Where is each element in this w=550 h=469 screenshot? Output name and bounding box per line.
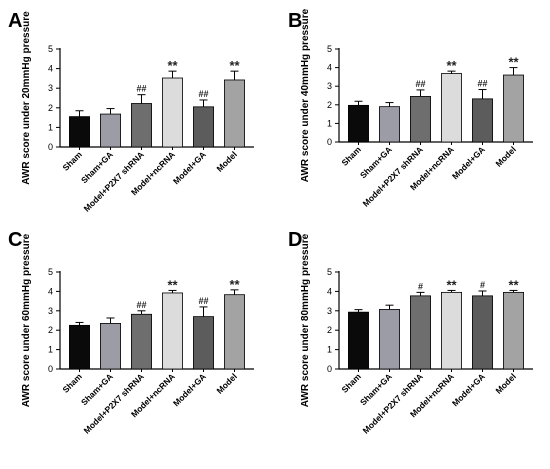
y-axis-label: AWR score under 80mmHg pressure [300,233,311,407]
significance-annotation: ** [508,55,519,70]
y-tick-label: 3 [327,81,332,91]
y-tick-label: 4 [48,286,53,296]
significance-annotation: ## [136,300,146,310]
significance-annotation: ## [415,79,425,89]
x-tick-label: Model+GA [171,149,208,186]
y-tick-label: 5 [48,267,53,277]
y-tick-label: 5 [327,267,332,277]
x-tick-label: Sham [339,144,363,168]
y-tick-label: 1 [327,345,332,355]
y-tick-label: 1 [48,122,53,132]
x-tick-label: Model [214,371,238,395]
significance-annotation: ** [446,277,457,292]
significance-annotation: ## [198,296,208,306]
x-tick-label: Model [493,371,517,395]
bar [224,294,245,370]
bar [193,316,214,370]
y-tick-label: 4 [48,64,53,74]
y-axis-label: AWR score under 40mmHg pressure [300,8,311,182]
bar [100,323,121,370]
y-tick-label: 4 [327,286,332,296]
y-tick-label: 5 [48,44,53,54]
bar [503,291,524,370]
bar [348,311,369,370]
x-tick-label: Sham [60,149,84,173]
y-tick-label: 2 [327,325,332,335]
y-tick-label: 1 [327,118,332,128]
bar [131,313,152,370]
y-tick-label: 0 [327,364,332,374]
y-tick-label: 0 [48,364,53,374]
x-tick-label: Model+P2X7 shRNA [82,149,146,213]
significance-annotation: ## [136,84,146,94]
bar [131,103,152,148]
y-axis-label: AWR score under 60mmHg pressure [21,233,32,407]
panel-letter: D [288,229,302,251]
bar [379,106,400,143]
y-tick-label: 0 [327,137,332,147]
y-tick-label: 5 [327,44,332,54]
bar [472,98,493,143]
y-tick-label: 2 [327,100,332,110]
bar [441,291,462,370]
y-tick-label: 3 [327,306,332,316]
y-tick-label: 1 [48,345,53,355]
significance-annotation: ** [508,277,519,292]
bar [441,73,462,143]
x-tick-label: Model+P2X7 shRNA [82,371,146,435]
bar [410,295,431,370]
bar [379,309,400,370]
bar [69,324,90,370]
bar [193,106,214,148]
bar [503,74,524,143]
panel-letter: B [288,10,302,32]
significance-annotation: ** [167,58,178,73]
x-tick-label: Sham [60,371,84,395]
panel-letter: A [8,10,22,32]
bar [162,292,183,370]
significance-annotation: ** [167,277,178,292]
significance-annotation: # [480,280,485,290]
y-tick-label: 2 [48,325,53,335]
x-tick-label: Model+P2X7 shRNA [361,144,425,208]
significance-annotation: ## [198,89,208,99]
significance-annotation: ** [229,58,240,73]
x-tick-label: Model [214,149,238,173]
bar [472,295,493,370]
significance-annotation: ** [229,277,240,292]
y-tick-label: 2 [48,103,53,113]
significance-annotation: ## [477,79,487,89]
bar [162,77,183,148]
x-tick-label: Model+P2X7 shRNA [361,371,425,435]
y-tick-label: 3 [48,83,53,93]
bar [224,79,245,148]
x-tick-label: Model+GA [450,144,487,181]
x-tick-label: Model [493,144,517,168]
bar [410,96,431,143]
y-tick-label: 3 [48,306,53,316]
panel-letter: C [8,229,22,251]
x-tick-label: Model+GA [450,371,487,408]
x-tick-label: Sham [339,371,363,395]
significance-annotation: ** [446,58,457,73]
bar [100,113,121,148]
bar [348,104,369,143]
y-tick-label: 4 [327,63,332,73]
bar [69,116,90,148]
significance-annotation: # [418,281,423,291]
x-tick-label: Model+GA [171,371,208,408]
y-tick-label: 0 [48,142,53,152]
y-axis-label: AWR score under 20mmHg pressure [21,11,32,185]
